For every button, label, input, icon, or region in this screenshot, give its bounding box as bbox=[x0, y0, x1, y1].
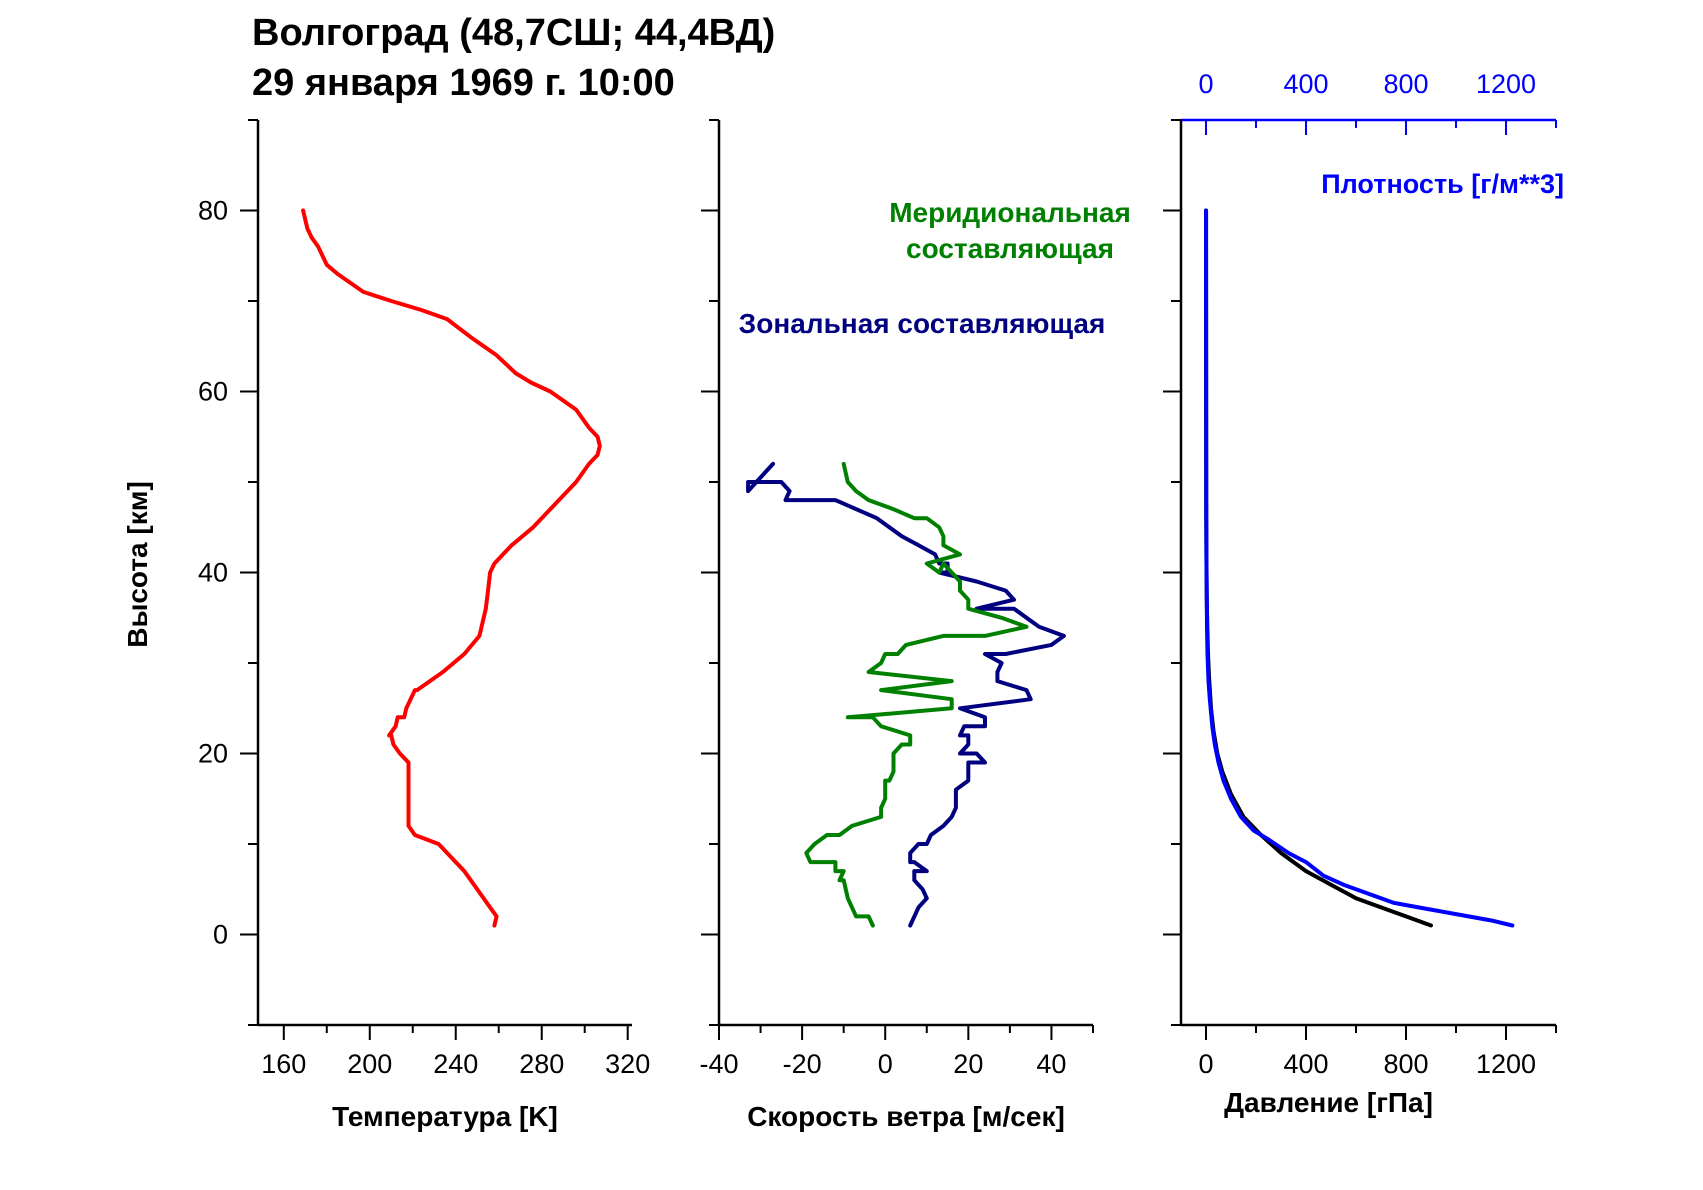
temperature-line bbox=[301, 208, 602, 928]
x-tick-label-3-400: 400 bbox=[1283, 1049, 1328, 1079]
top-tick-label-0: 0 bbox=[1198, 69, 1213, 99]
chart-title-date: 29 января 1969 г. 10:00 bbox=[252, 62, 675, 104]
x-tick-label-1-280: 280 bbox=[519, 1049, 564, 1079]
y-tick-label-40: 40 bbox=[198, 558, 228, 588]
meridional-label-line2: составляющая bbox=[906, 233, 1114, 264]
zonal-label: Зональная составляющая bbox=[739, 308, 1106, 339]
x-tick-label-2-40: 40 bbox=[1036, 1049, 1066, 1079]
y-tick-label-80: 80 bbox=[198, 196, 228, 226]
y-axis-label: Высота [км] bbox=[122, 481, 153, 648]
meridional-label-line1: Меридиональная bbox=[889, 197, 1131, 228]
x-tick-label-3-0: 0 bbox=[1198, 1049, 1213, 1079]
x-tick-label-2--20: -20 bbox=[783, 1049, 822, 1079]
x-tick-label-1-200: 200 bbox=[347, 1049, 392, 1079]
x-tick-label-3-800: 800 bbox=[1383, 1049, 1428, 1079]
x-tick-label-1-320: 320 bbox=[605, 1049, 650, 1079]
x-tick-label-2-20: 20 bbox=[953, 1049, 983, 1079]
meridional-wind-line bbox=[804, 461, 1029, 928]
x-axis-label-1: Температура [K] bbox=[332, 1101, 558, 1132]
x-axis-label-3: Давление [гПа] bbox=[1224, 1087, 1433, 1118]
top-tick-label-400: 400 bbox=[1283, 69, 1328, 99]
x-tick-label-2--40: -40 bbox=[699, 1049, 738, 1079]
y-tick-label-0: 0 bbox=[213, 920, 228, 950]
x-tick-label-1-240: 240 bbox=[433, 1049, 478, 1079]
chart-title-location: Волгоград (48,7СШ; 44,4ВД) bbox=[252, 12, 776, 54]
x-axis-label-2: Скорость ветра [м/сек] bbox=[747, 1101, 1065, 1132]
y-tick-label-60: 60 bbox=[198, 377, 228, 407]
top-tick-label-800: 800 bbox=[1383, 69, 1428, 99]
top-tick-label-1200: 1200 bbox=[1476, 69, 1536, 99]
x-tick-label-2-0: 0 bbox=[878, 1049, 893, 1079]
density-line bbox=[1204, 208, 1515, 928]
x-tick-label-3-1200: 1200 bbox=[1476, 1049, 1536, 1079]
zonal-wind-line bbox=[746, 461, 1066, 928]
x-tick-label-1-160: 160 bbox=[261, 1049, 306, 1079]
density-axis-label: Плотность [г/м**3] bbox=[1321, 169, 1564, 199]
y-tick-label-20: 20 bbox=[198, 739, 228, 769]
